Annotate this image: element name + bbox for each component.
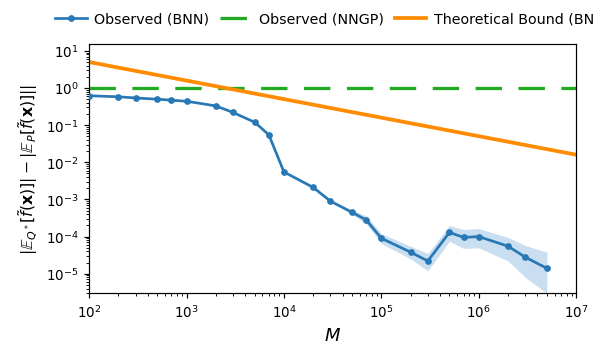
Observed (BNN)	[309, 186, 317, 190]
Y-axis label: $|\mathbb{E}_{Q^*}[\tilde{f}(\mathbf{x})]| - |\mathbb{E}_P[\tilde{f}(\mathbf{x}): $|\mathbb{E}_{Q^*}[\tilde{f}(\mathbf{x})…	[16, 84, 40, 254]
Observed (BNN)	[168, 99, 175, 103]
Observed (BNN)	[86, 94, 93, 98]
Observed (BNN)	[251, 120, 258, 125]
Observed (BNN)	[460, 236, 467, 240]
Observed (BNN)	[183, 100, 190, 104]
Observed (BNN)	[522, 255, 529, 259]
Observed (BNN)	[363, 218, 370, 222]
Observed (BNN)	[266, 133, 273, 137]
Observed (BNN)	[475, 235, 482, 239]
Observed (BNN)	[349, 210, 356, 215]
Observed (BNN)	[280, 170, 287, 174]
Observed (BNN)	[424, 259, 431, 263]
Legend: Observed (BNN), Observed (NNGP), Theoretical Bound (BNN): Observed (BNN), Observed (NNGP), Theoret…	[49, 7, 594, 33]
Observed (BNN)	[407, 250, 414, 254]
Observed (BNN)	[446, 230, 453, 235]
Observed (BNN)	[504, 244, 511, 248]
X-axis label: $M$: $M$	[324, 326, 341, 344]
Observed (BNN)	[327, 199, 334, 204]
Observed (BNN)	[212, 104, 219, 108]
Observed (BNN)	[154, 98, 161, 102]
Observed (BNN)	[115, 95, 122, 99]
Observed (BNN)	[132, 96, 139, 100]
Observed (BNN)	[544, 266, 551, 270]
Observed (BNN)	[229, 111, 236, 115]
Line: Observed (BNN): Observed (BNN)	[87, 93, 549, 271]
Observed (BNN)	[378, 236, 385, 240]
